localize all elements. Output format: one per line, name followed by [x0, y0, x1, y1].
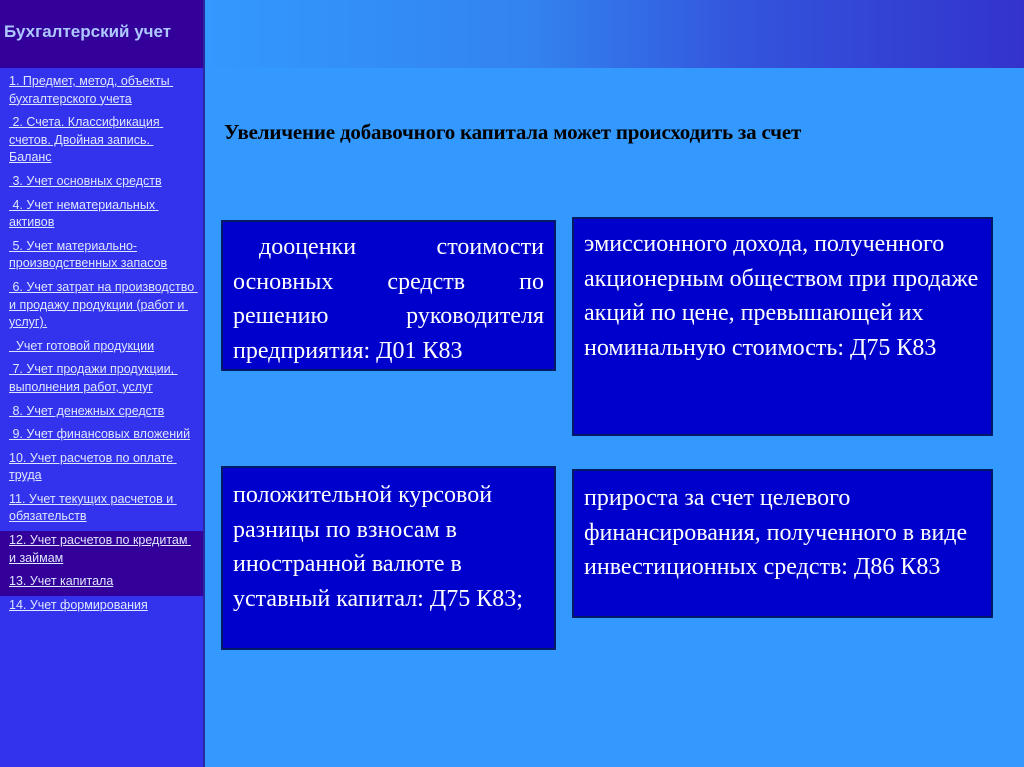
sidebar-item[interactable]: 2. Счета. Классификация счетов. Двойная …: [9, 115, 164, 165]
page-title: Увеличение добавочного капитала может пр…: [224, 120, 802, 144]
sidebar-item[interactable]: 7. Учет продажи продукции, выполнения ра…: [9, 362, 178, 394]
sidebar-item[interactable]: 5. Учет материально-производственных зап…: [9, 238, 168, 271]
sidebar: Бухгалтерский учет 1. Предмет, метод, об…: [0, 0, 205, 767]
sidebar-item[interactable]: 12. Учет расчетов по кредитам и займам: [0, 531, 203, 573]
sidebar-item[interactable]: 6. Учет затрат на производство и продажу…: [9, 279, 198, 330]
sidebar-item[interactable]: 4. Учет нематериальных активов: [9, 197, 159, 230]
sidebar-item[interactable]: 9. Учет финансовых вложений: [9, 427, 191, 442]
sidebar-item[interactable]: Учет готовой продукции: [9, 338, 155, 353]
top-banner: [205, 0, 1024, 68]
content-box-share-premium: эмиссионного дохода, полученного акционе…: [572, 217, 993, 436]
content-box-exchange-difference: положительной курсовой разницы по взноса…: [221, 466, 556, 650]
sidebar-item[interactable]: 13. Учет капитала: [0, 572, 203, 596]
sidebar-item[interactable]: 10. Учет расчетов по оплате труда: [9, 450, 177, 483]
sidebar-item[interactable]: 1. Предмет, метод, объекты бухгалтерског…: [9, 74, 174, 106]
sidebar-item[interactable]: 3. Учет основных средств: [9, 173, 162, 188]
sidebar-nav: 1. Предмет, метод, объекты бухгалтерског…: [0, 68, 203, 619]
content-box-target-financing: прироста за счет целевого финансирования…: [572, 469, 993, 618]
sidebar-item[interactable]: 8. Учет денежных средств: [9, 403, 165, 418]
sidebar-item[interactable]: 11. Учет текущих расчетов и обязательств: [9, 491, 177, 524]
sidebar-item[interactable]: 14. Учет формирования: [9, 597, 148, 612]
sidebar-title: Бухгалтерский учет: [0, 0, 203, 68]
content-box-revaluation: дооценки стоимости основных средств по р…: [221, 220, 556, 371]
